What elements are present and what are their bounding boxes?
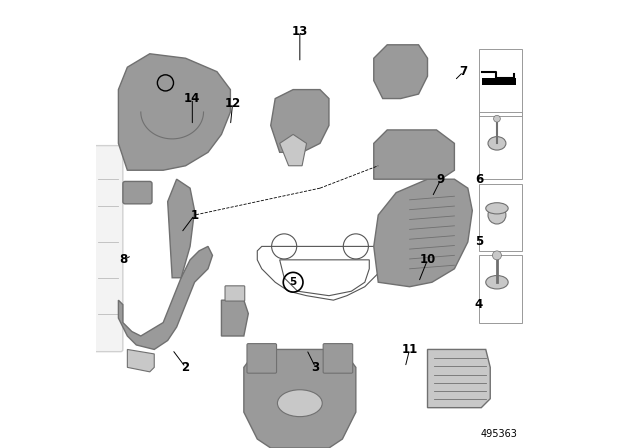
Polygon shape <box>244 349 356 448</box>
Ellipse shape <box>488 206 506 224</box>
Text: 13: 13 <box>292 25 308 38</box>
Polygon shape <box>374 130 454 179</box>
Ellipse shape <box>493 115 500 122</box>
FancyBboxPatch shape <box>123 181 152 204</box>
Text: 3: 3 <box>312 361 319 374</box>
Ellipse shape <box>488 137 506 150</box>
Text: 1: 1 <box>191 208 198 222</box>
Text: 10: 10 <box>419 253 436 267</box>
Polygon shape <box>127 349 154 372</box>
Polygon shape <box>118 54 230 170</box>
Text: 9: 9 <box>437 172 445 186</box>
FancyBboxPatch shape <box>225 286 244 301</box>
FancyBboxPatch shape <box>247 344 276 373</box>
Text: 12: 12 <box>225 96 241 110</box>
Text: 4: 4 <box>475 298 483 311</box>
Text: 495363: 495363 <box>481 429 518 439</box>
Polygon shape <box>221 300 248 336</box>
Text: 11: 11 <box>401 343 418 356</box>
Ellipse shape <box>493 251 502 260</box>
Polygon shape <box>374 45 428 99</box>
Polygon shape <box>374 179 472 287</box>
Text: 14: 14 <box>184 92 200 105</box>
Ellipse shape <box>486 202 508 214</box>
Polygon shape <box>271 90 329 152</box>
Polygon shape <box>118 246 212 349</box>
FancyBboxPatch shape <box>94 146 123 352</box>
FancyBboxPatch shape <box>323 344 353 373</box>
Ellipse shape <box>278 390 323 417</box>
Text: 5: 5 <box>475 235 483 249</box>
Ellipse shape <box>486 276 508 289</box>
Text: 7: 7 <box>460 65 467 78</box>
Polygon shape <box>428 349 490 408</box>
Polygon shape <box>280 134 307 166</box>
FancyBboxPatch shape <box>482 78 516 85</box>
Text: 5: 5 <box>289 277 297 287</box>
Text: 2: 2 <box>182 361 189 374</box>
Polygon shape <box>168 179 195 278</box>
Text: 6: 6 <box>475 172 483 186</box>
Text: 8: 8 <box>120 253 128 267</box>
